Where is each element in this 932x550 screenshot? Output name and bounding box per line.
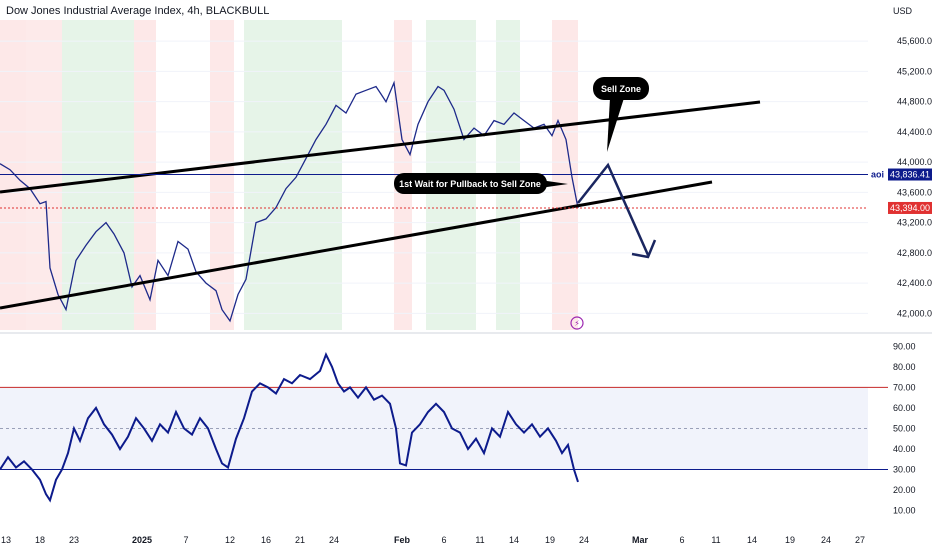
rsi-tick-label: 20.00 — [893, 485, 916, 495]
time-tick-label: 21 — [295, 535, 305, 545]
sell-zone-callout[interactable]: Sell Zone — [593, 77, 649, 152]
currency-label: USD — [893, 6, 913, 16]
time-axis[interactable]: 13 18 23 2025 7 12 16 21 24 Feb 6 11 14 19 24 Mar 6 11 14 1… — [1, 535, 865, 545]
rsi-tick-label: 50.00 — [893, 423, 916, 433]
price-tick-label: 42,800.00 — [897, 248, 932, 258]
rsi-tick-label: 30.00 — [893, 465, 916, 475]
price-tick-label: 44,800.00 — [897, 97, 932, 107]
last-price-value: 43,394.00 — [890, 203, 930, 213]
time-tick-label: 12 — [225, 535, 235, 545]
time-tick-label: 6 — [441, 535, 446, 545]
lightning-icon[interactable]: ⚡ — [570, 316, 584, 330]
last-price-tag — [888, 201, 932, 214]
price-series-line — [0, 80, 579, 323]
price-tick-label: 44,400.00 — [897, 127, 932, 137]
price-axis[interactable]: 42,000.00 42,400.00 42,800.00 43,200.00 43,6… — [897, 36, 932, 318]
rsi-series-line — [0, 351, 579, 503]
price-tick-label: 42,000.00 — [897, 308, 932, 318]
pullback-label: 1st Wait for Pullback to Sell Zone — [399, 179, 541, 189]
time-tick-label: 27 — [855, 535, 865, 545]
price-tick-label: 42,400.00 — [897, 278, 932, 288]
aoi-price-tag — [888, 168, 932, 181]
time-tick-label: 24 — [329, 535, 339, 545]
channel-lower-line[interactable] — [0, 180, 713, 310]
price-tick-label: 43,600.00 — [897, 187, 932, 197]
time-tick-label: 24 — [821, 535, 831, 545]
pullback-callout[interactable]: 1st Wait for Pullback to Sell Zone — [394, 173, 568, 194]
time-tick-label: Mar — [632, 535, 649, 545]
channel-upper-line[interactable] — [0, 100, 761, 194]
rsi-tick-label: 70.00 — [893, 382, 916, 392]
projection-arrows — [577, 162, 657, 259]
aoi-price-value: 43,836.41 — [890, 170, 930, 180]
time-tick-label: 18 — [35, 535, 45, 545]
time-tick-label: 24 — [579, 535, 589, 545]
time-tick-label: 19 — [545, 535, 555, 545]
arrow-head-icon — [631, 239, 657, 259]
rsi-tick-label: 10.00 — [893, 506, 916, 516]
rsi-tick-label: 80.00 — [893, 362, 916, 372]
time-tick-label: 23 — [69, 535, 79, 545]
time-tick-label: 6 — [679, 535, 684, 545]
svg-text:⚡: ⚡ — [574, 319, 580, 328]
chart-title: Dow Jones Industrial Average Index, 4h, … — [6, 5, 270, 17]
price-tick-label: 45,200.00 — [897, 66, 932, 76]
time-tick-label: 19 — [785, 535, 795, 545]
time-tick-label: 11 — [475, 535, 484, 545]
trend-channel — [0, 100, 761, 310]
rsi-tick-label: 60.00 — [893, 403, 916, 413]
time-tick-label: 14 — [509, 535, 519, 545]
time-tick-label: 7 — [183, 535, 188, 545]
rsi-tick-label: 90.00 — [893, 341, 916, 351]
rsi-axis[interactable]: 10.00 20.00 30.00 40.00 50.00 60.00 70.00 80.00… — [893, 341, 916, 515]
price-tick-label: 44,000.00 — [897, 157, 932, 167]
time-tick-label: 13 — [1, 535, 11, 545]
rsi-tick-label: 40.00 — [893, 444, 916, 454]
price-tick-label: 45,600.00 — [897, 36, 932, 46]
time-tick-label: 16 — [261, 535, 271, 545]
projection-path[interactable] — [577, 162, 650, 256]
aoi-label: aoi — [871, 170, 884, 180]
time-tick-label: 11 — [711, 535, 720, 545]
time-tick-label: Feb — [394, 535, 411, 545]
price-level-tags: 43,836.41 aoi 43,394.00 — [871, 168, 932, 214]
sell-zone-label: Sell Zone — [601, 84, 641, 94]
time-tick-label: 14 — [747, 535, 757, 545]
time-tick-label: 2025 — [132, 535, 152, 545]
price-tick-label: 43,200.00 — [897, 218, 932, 228]
